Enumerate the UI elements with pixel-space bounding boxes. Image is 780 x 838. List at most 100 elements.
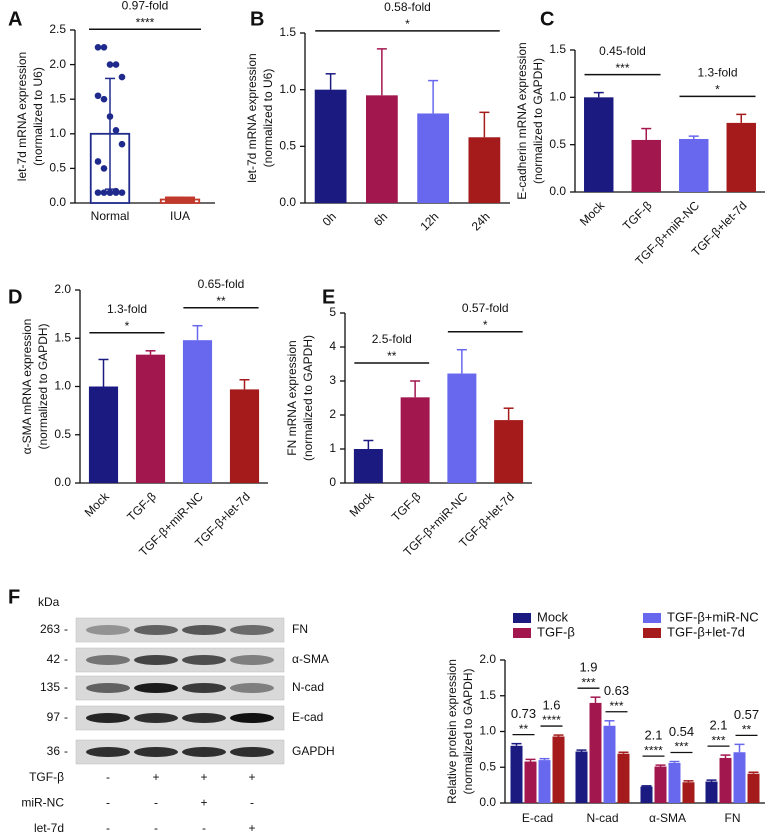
blot-band <box>182 655 226 665</box>
y-tick-label: 1.0 <box>49 126 66 140</box>
blot-band <box>134 713 178 723</box>
blot-band <box>134 747 178 757</box>
y-tick-label: 0.0 <box>49 195 66 209</box>
significance: * <box>405 17 410 31</box>
data-point <box>94 189 102 196</box>
data-point <box>118 73 126 81</box>
fold-change: 0.45-fold <box>599 44 646 58</box>
y-tick-label: 0.5 <box>549 137 566 151</box>
fold-change: 1.9 <box>579 660 597 675</box>
marker-label: 36 <box>47 744 61 758</box>
y-tick-label: 2.5 <box>49 22 66 36</box>
y-tick-label: 0 <box>329 475 336 489</box>
panel-letter: D <box>8 286 22 308</box>
marker-dash: - <box>64 680 68 694</box>
data-point <box>106 61 114 68</box>
bar <box>726 122 756 192</box>
treatment-sign: + <box>200 770 207 784</box>
blot-band <box>182 713 226 723</box>
y-tick-label: 2.0 <box>54 282 71 296</box>
bar <box>631 139 661 192</box>
x-tick-label: α-SMA <box>649 811 686 825</box>
x-tick-label: 6h <box>371 209 390 228</box>
fold-change: 1.6 <box>542 698 560 713</box>
data-point <box>100 189 108 196</box>
marker-dash: - <box>64 710 68 724</box>
y-axis-label: Relative protein expression <box>445 659 459 804</box>
y-axis-label: let-7d mRNA expression <box>15 52 29 181</box>
marker-label: 135 <box>40 680 60 694</box>
treatment-sign: + <box>152 770 159 784</box>
treatment-sign: + <box>248 770 255 784</box>
bar <box>494 420 524 483</box>
blot-band <box>86 655 130 665</box>
marker-dash: - <box>64 652 68 666</box>
protein-label: GAPDH <box>292 744 335 758</box>
x-tick-label: TGF-β <box>124 489 159 524</box>
data-point <box>100 44 108 51</box>
data-point <box>118 140 126 148</box>
data-point <box>100 95 108 103</box>
data-point <box>94 158 102 165</box>
bar <box>682 782 695 803</box>
fold-change: 0.97-fold <box>122 0 169 12</box>
bar <box>733 752 746 803</box>
marker-label: 42 <box>47 652 61 666</box>
significance: ** <box>742 723 752 737</box>
bar <box>584 97 614 192</box>
legend-label: Mock <box>537 609 569 624</box>
fold-change: 0.54 <box>669 724 694 739</box>
y-tick-label: 0.5 <box>479 759 496 773</box>
panel-letter: B <box>250 8 264 30</box>
y-axis-label: (normalized to U6) <box>261 69 275 168</box>
fold-change: 1.3-fold <box>697 66 737 80</box>
x-tick-label: 12h <box>417 209 441 233</box>
y-tick-label: 0.0 <box>54 475 71 489</box>
bar <box>747 773 760 803</box>
x-tick-label: N-cad <box>586 811 618 825</box>
y-axis-label: (normalized to GAPDH) <box>461 668 475 794</box>
x-tick-label: Mock <box>82 489 113 520</box>
x-tick-label: TGF-β <box>389 489 424 524</box>
x-tick-label: Normal <box>91 209 130 223</box>
marker-dash: - <box>64 744 68 758</box>
data-point <box>112 127 120 134</box>
bar <box>654 766 667 803</box>
bar <box>400 397 430 483</box>
significance: *** <box>615 61 629 75</box>
significance: **** <box>136 15 155 29</box>
y-axis-label: (normalized to GAPDH) <box>301 335 315 461</box>
bar <box>417 113 450 203</box>
treatment-sign: - <box>154 821 158 835</box>
treatment-sign: - <box>106 796 110 810</box>
fold-change: 0.57 <box>734 707 759 722</box>
y-tick-label: 1.0 <box>279 82 296 96</box>
legend-label: TGF-β <box>537 624 575 639</box>
data-point <box>171 196 177 203</box>
blot-band <box>134 655 178 665</box>
significance: ** <box>519 722 529 736</box>
bar <box>468 137 501 203</box>
data-point <box>94 92 102 100</box>
blot-band <box>86 625 130 635</box>
treatment-label: let-7d <box>34 821 64 835</box>
y-tick-label: 0.0 <box>279 195 296 209</box>
y-tick-label: 1.0 <box>549 90 566 104</box>
y-tick-label: 0.5 <box>54 427 71 441</box>
y-tick-label: 2.0 <box>49 57 66 71</box>
data-point <box>112 61 120 68</box>
bar <box>575 751 588 803</box>
protein-label: N-cad <box>292 680 324 694</box>
treatment-label: miR-NC <box>21 796 64 810</box>
y-axis-label: (normalized to U6) <box>31 67 45 166</box>
bar <box>705 781 718 803</box>
y-tick-label: 1.0 <box>479 724 496 738</box>
bar <box>524 761 537 803</box>
y-tick-label: 1.5 <box>54 330 71 344</box>
marker-label: 97 <box>47 710 61 724</box>
bar <box>88 386 119 483</box>
marker-label: 263 <box>40 622 60 636</box>
bar <box>603 725 616 803</box>
bar <box>589 702 602 803</box>
